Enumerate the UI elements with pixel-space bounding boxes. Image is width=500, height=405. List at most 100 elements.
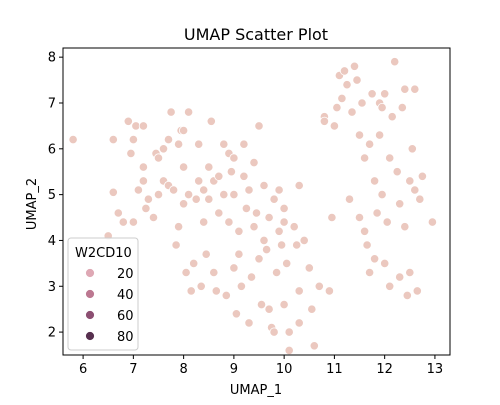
x-axis-label: UMAP_1 [230, 383, 282, 398]
scatter-point [369, 254, 380, 264]
legend-marker [85, 268, 95, 278]
scatter-point [374, 130, 385, 140]
scatter-point [405, 267, 415, 278]
scatter-point [417, 171, 427, 181]
scatter-point [392, 167, 402, 177]
scatter-point [244, 185, 254, 195]
scatter-point [367, 89, 377, 99]
scatter-point [354, 130, 365, 140]
x-tick-label: 9 [230, 362, 238, 377]
scatter-point [395, 272, 405, 282]
x-tick-label: 11 [326, 362, 343, 377]
scatter-point [339, 66, 350, 76]
scatter-point [284, 345, 294, 355]
scatter-point [229, 153, 239, 163]
scatter-point [171, 240, 181, 250]
scatter-point [166, 107, 176, 117]
points-layer [68, 57, 437, 355]
scatter-point [211, 286, 221, 296]
scatter-point [226, 167, 236, 177]
scatter-point [234, 249, 244, 259]
scatter-point [279, 203, 289, 213]
scatter-point [349, 61, 360, 71]
scatter-point [259, 235, 269, 245]
legend-marker [85, 289, 95, 299]
scatter-point [271, 267, 282, 278]
scatter-point [181, 267, 191, 278]
scatter-point [337, 93, 347, 104]
scatter-point [319, 116, 329, 126]
scatter-point [249, 158, 259, 168]
scatter-point [294, 180, 304, 191]
scatter-point [179, 162, 189, 172]
scatter-point [364, 267, 375, 278]
scatter-point [276, 240, 287, 250]
legend: W2CD10 20 40 60 80 [67, 237, 139, 351]
scatter-point [284, 327, 294, 337]
scatter-point [342, 80, 352, 90]
y-tick-label: 4 [48, 234, 56, 249]
scatter-point [179, 125, 189, 136]
scatter-point [224, 217, 234, 227]
scatter-point [402, 290, 412, 300]
scatter-point [400, 84, 410, 94]
scatter-point [377, 190, 387, 200]
scatter-point [206, 116, 216, 126]
scatter-point [141, 203, 151, 213]
scatter-point [390, 57, 400, 67]
x-tick-label: 8 [179, 362, 187, 377]
scatter-point [199, 217, 209, 227]
scatter-point [239, 139, 249, 149]
scatter-point [231, 309, 241, 319]
legend-label: 20 [117, 267, 134, 282]
scatter-point [264, 304, 274, 314]
scatter-point [169, 185, 179, 195]
scatter-point [369, 176, 380, 186]
scatter-point [126, 148, 136, 158]
scatter-point [352, 75, 362, 85]
scatter-point [294, 318, 304, 328]
scatter-point [174, 139, 184, 149]
scatter-point [329, 121, 339, 131]
scatter-point [327, 212, 337, 223]
y-tick-label: 7 [48, 96, 56, 111]
legend-marker [85, 310, 95, 320]
scatter-point [415, 194, 425, 204]
scatter-point [209, 267, 219, 278]
scatter-point [377, 103, 387, 113]
y-tick-label: 5 [48, 188, 56, 203]
scatter-point [153, 153, 164, 163]
scatter-point [397, 103, 407, 113]
scatter-point [138, 162, 148, 172]
y-tick-label: 6 [48, 142, 56, 157]
scatter-point [118, 217, 128, 227]
scatter-point [427, 217, 437, 227]
scatter-point [163, 135, 174, 145]
scatter-point [332, 103, 342, 113]
scatter-point [292, 240, 302, 250]
scatter-point [410, 84, 420, 94]
scatter-point [201, 249, 211, 259]
scatter-point [138, 176, 148, 186]
plot-frame [62, 47, 451, 356]
scatter-point [279, 217, 289, 227]
y-tick-label: 2 [48, 326, 56, 341]
scatter-point [133, 185, 143, 195]
scatter-point [196, 281, 206, 291]
scatter-point [153, 190, 164, 200]
x-axis: 6 7 8 9 10 11 12 13 [79, 355, 443, 377]
scatter-point [405, 176, 415, 186]
scatter-point [289, 222, 299, 232]
scatter-point [407, 144, 417, 154]
scatter-point [214, 208, 224, 218]
y-tick-label: 3 [48, 280, 56, 295]
scatter-point [385, 153, 395, 163]
chart-title: UMAP Scatter Plot [184, 25, 328, 44]
scatter-point [382, 217, 392, 227]
y-tick-label: 8 [48, 51, 56, 66]
scatter-point [299, 235, 309, 245]
scatter-point [108, 187, 118, 197]
scatter-point [357, 98, 367, 108]
scatter-point [362, 240, 372, 250]
